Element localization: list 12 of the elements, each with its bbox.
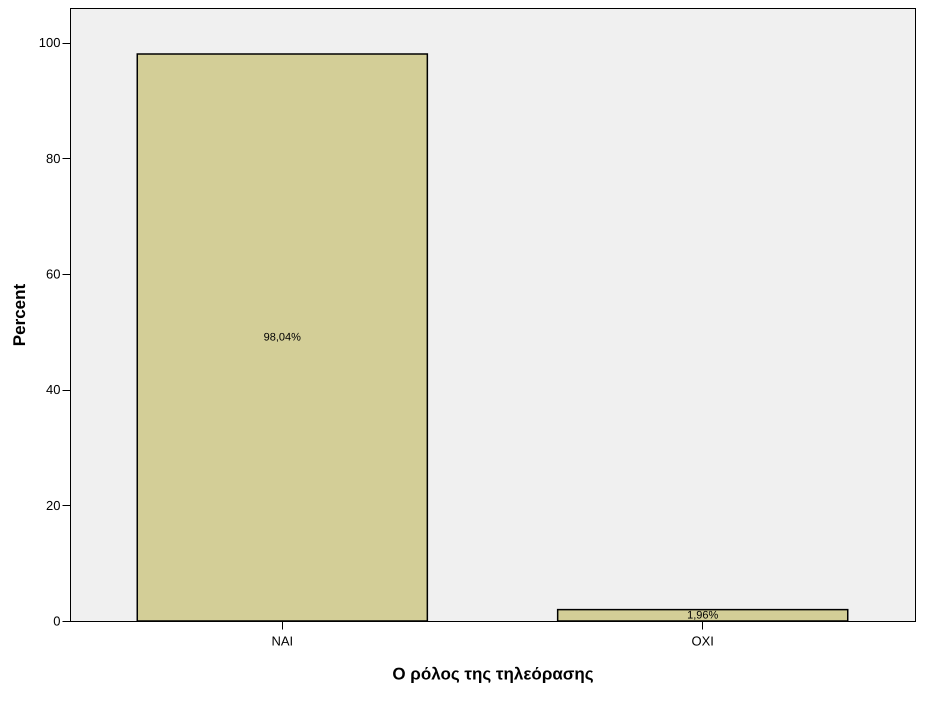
y-tick-label: 80 (46, 150, 60, 166)
data-label: 98,04% (264, 332, 302, 344)
x-axis-title: Ο ρόλος της τηλεόρασης (392, 664, 594, 684)
y-tick-label: 100 (38, 35, 60, 50)
y-tick-label: 0 (53, 614, 60, 628)
y-tick-label: 60 (46, 266, 60, 282)
x-tick-label: OXI (691, 634, 714, 648)
data-label: 1,96% (687, 609, 719, 622)
y-axis-title: Percent (10, 283, 29, 346)
y-tick-label: 20 (46, 498, 60, 513)
x-tick-label: NAI (271, 634, 294, 648)
y-tick-label: 40 (46, 382, 60, 398)
